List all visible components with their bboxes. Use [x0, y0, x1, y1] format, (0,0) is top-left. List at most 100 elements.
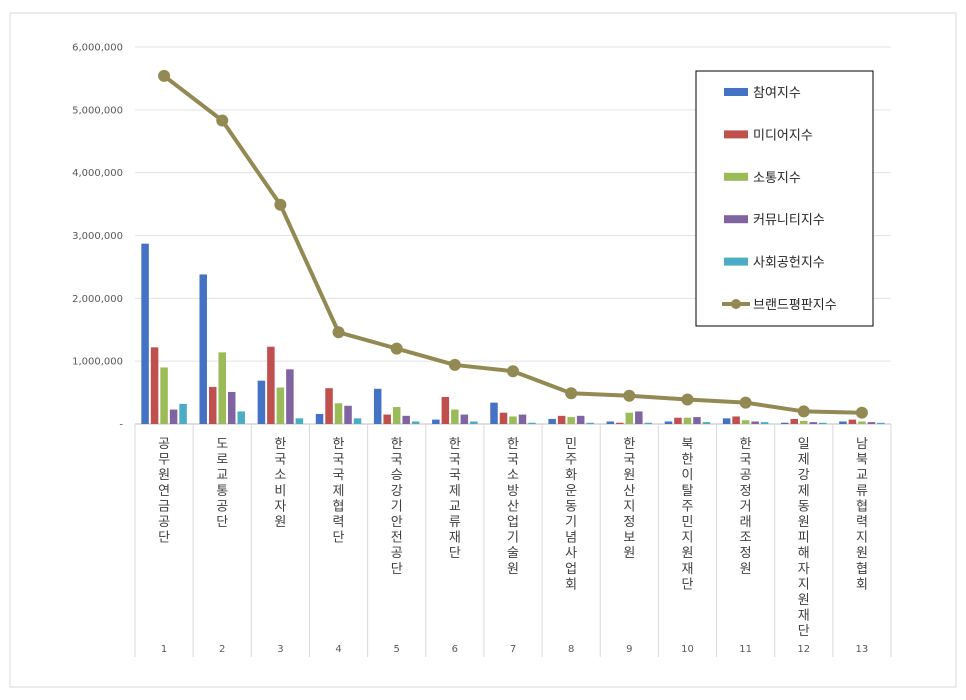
line-point	[448, 358, 461, 371]
category-label-char: 류	[856, 484, 868, 499]
category-label-char: 무	[158, 453, 170, 468]
category-label-char: 원	[740, 562, 752, 577]
bar-4	[809, 422, 818, 424]
bar-1	[141, 243, 149, 424]
legend-swatch	[724, 215, 748, 224]
category-label-char: 기	[507, 531, 519, 546]
line-point	[681, 393, 694, 406]
category-label-char: 자	[274, 499, 286, 514]
category-label-char: 원	[623, 546, 635, 561]
legend-swatch	[724, 172, 748, 181]
category-label-char: 협	[333, 499, 345, 514]
bar-5	[237, 411, 245, 424]
bar-1	[373, 388, 382, 424]
category-label-char: 제	[798, 484, 810, 499]
bar-3	[218, 352, 226, 424]
category-label-char: 제	[798, 453, 810, 468]
category-label-char: 보	[623, 531, 635, 546]
category-label-char: 력	[856, 515, 868, 530]
category-label-char: 한	[449, 437, 461, 452]
y-tick-label: 5,000,000	[72, 105, 123, 116]
category-label-char: 원	[798, 515, 810, 530]
bar-3	[160, 367, 168, 424]
category-rank: 12	[797, 644, 810, 655]
bar-2	[732, 416, 740, 424]
category-label-char: 소	[274, 468, 286, 483]
bar-3	[858, 421, 866, 424]
category-label-char: 안	[391, 515, 403, 530]
bar-4	[867, 422, 876, 424]
legend-swatch-marker	[731, 299, 741, 309]
category-label-char: 산	[507, 499, 519, 514]
category-label-char: 교	[856, 468, 868, 483]
category-label-char: 원	[798, 593, 810, 608]
bar-4	[635, 411, 643, 424]
category-label-char: 회	[565, 577, 577, 592]
category-label-char: 승	[391, 468, 403, 483]
category-label-char: 사	[565, 546, 577, 561]
category-label-char: 피	[798, 531, 810, 546]
category-label-char: 한	[681, 453, 693, 468]
legend-label: 참여지수	[753, 86, 801, 101]
line-point	[216, 114, 229, 127]
category-label-char: 조	[740, 531, 752, 546]
bar-2	[150, 347, 159, 424]
bar-4	[344, 405, 352, 424]
category-label-char: 원	[856, 546, 868, 561]
category-label-char: 해	[798, 546, 810, 561]
category-label-char: 제	[449, 484, 461, 499]
bar-3	[392, 407, 401, 424]
bar-2	[848, 419, 857, 424]
bar-4	[751, 421, 759, 424]
bar-5	[760, 422, 769, 424]
line-point	[274, 198, 287, 211]
x-axis: 공무원연금공단1도로교통공단2한국소비자원3한국국제협력단4한국승강기안전공단5…	[134, 424, 892, 657]
bar-1	[490, 402, 498, 424]
category-label-char: 단	[391, 562, 403, 577]
category-label-char: 금	[158, 499, 170, 514]
y-axis-tick-labels: - 1,000,000 2,000,000 3,000,000 4,000,000 5,0…	[72, 43, 123, 431]
bar-5	[877, 422, 885, 424]
category-label-char: 통	[216, 484, 228, 499]
category-rank: 1	[161, 644, 167, 655]
category-label-char: 산	[623, 484, 635, 499]
bar-1	[548, 418, 556, 424]
bar-5	[528, 422, 536, 424]
category-label-char: 소	[507, 468, 519, 483]
bar-4	[576, 415, 585, 424]
brand-index-line	[158, 69, 868, 419]
line-point	[332, 326, 345, 339]
legend-swatch	[724, 257, 748, 266]
bar-4	[402, 415, 410, 424]
category-label-char: 력	[333, 515, 345, 530]
category-label-char: 공	[158, 515, 170, 530]
category-label-char: 자	[798, 562, 810, 577]
bar-1	[839, 421, 847, 424]
category-label-char: 념	[565, 531, 577, 546]
category-label-char: 지	[856, 531, 868, 546]
bar-3	[276, 387, 285, 424]
category-rank: 7	[510, 644, 516, 655]
category-label-char: 북	[681, 437, 693, 452]
legend-swatch	[724, 88, 748, 96]
category-label-char: 단	[681, 577, 693, 592]
category-label-char: 방	[507, 484, 519, 499]
bar-4	[460, 414, 469, 424]
category-label-char: 공	[391, 546, 403, 561]
category-label-char: 동	[798, 499, 810, 514]
bar-5	[411, 421, 420, 424]
bar-1	[199, 274, 207, 424]
legend-label: 커뮤니티지수	[753, 213, 825, 228]
category-label-char: 탈	[681, 484, 693, 499]
category-label-char: 지	[623, 499, 635, 514]
bar-3	[451, 409, 459, 424]
line-point	[797, 405, 810, 418]
bar-3	[625, 412, 634, 424]
y-tick-label: 1,000,000	[72, 357, 123, 368]
category-label-char: 협	[856, 562, 868, 577]
bar-5	[179, 403, 187, 424]
category-rank: 13	[856, 644, 869, 655]
line-point	[158, 69, 171, 82]
category-label-char: 재	[798, 609, 810, 624]
y-tick-label: -	[119, 420, 123, 431]
